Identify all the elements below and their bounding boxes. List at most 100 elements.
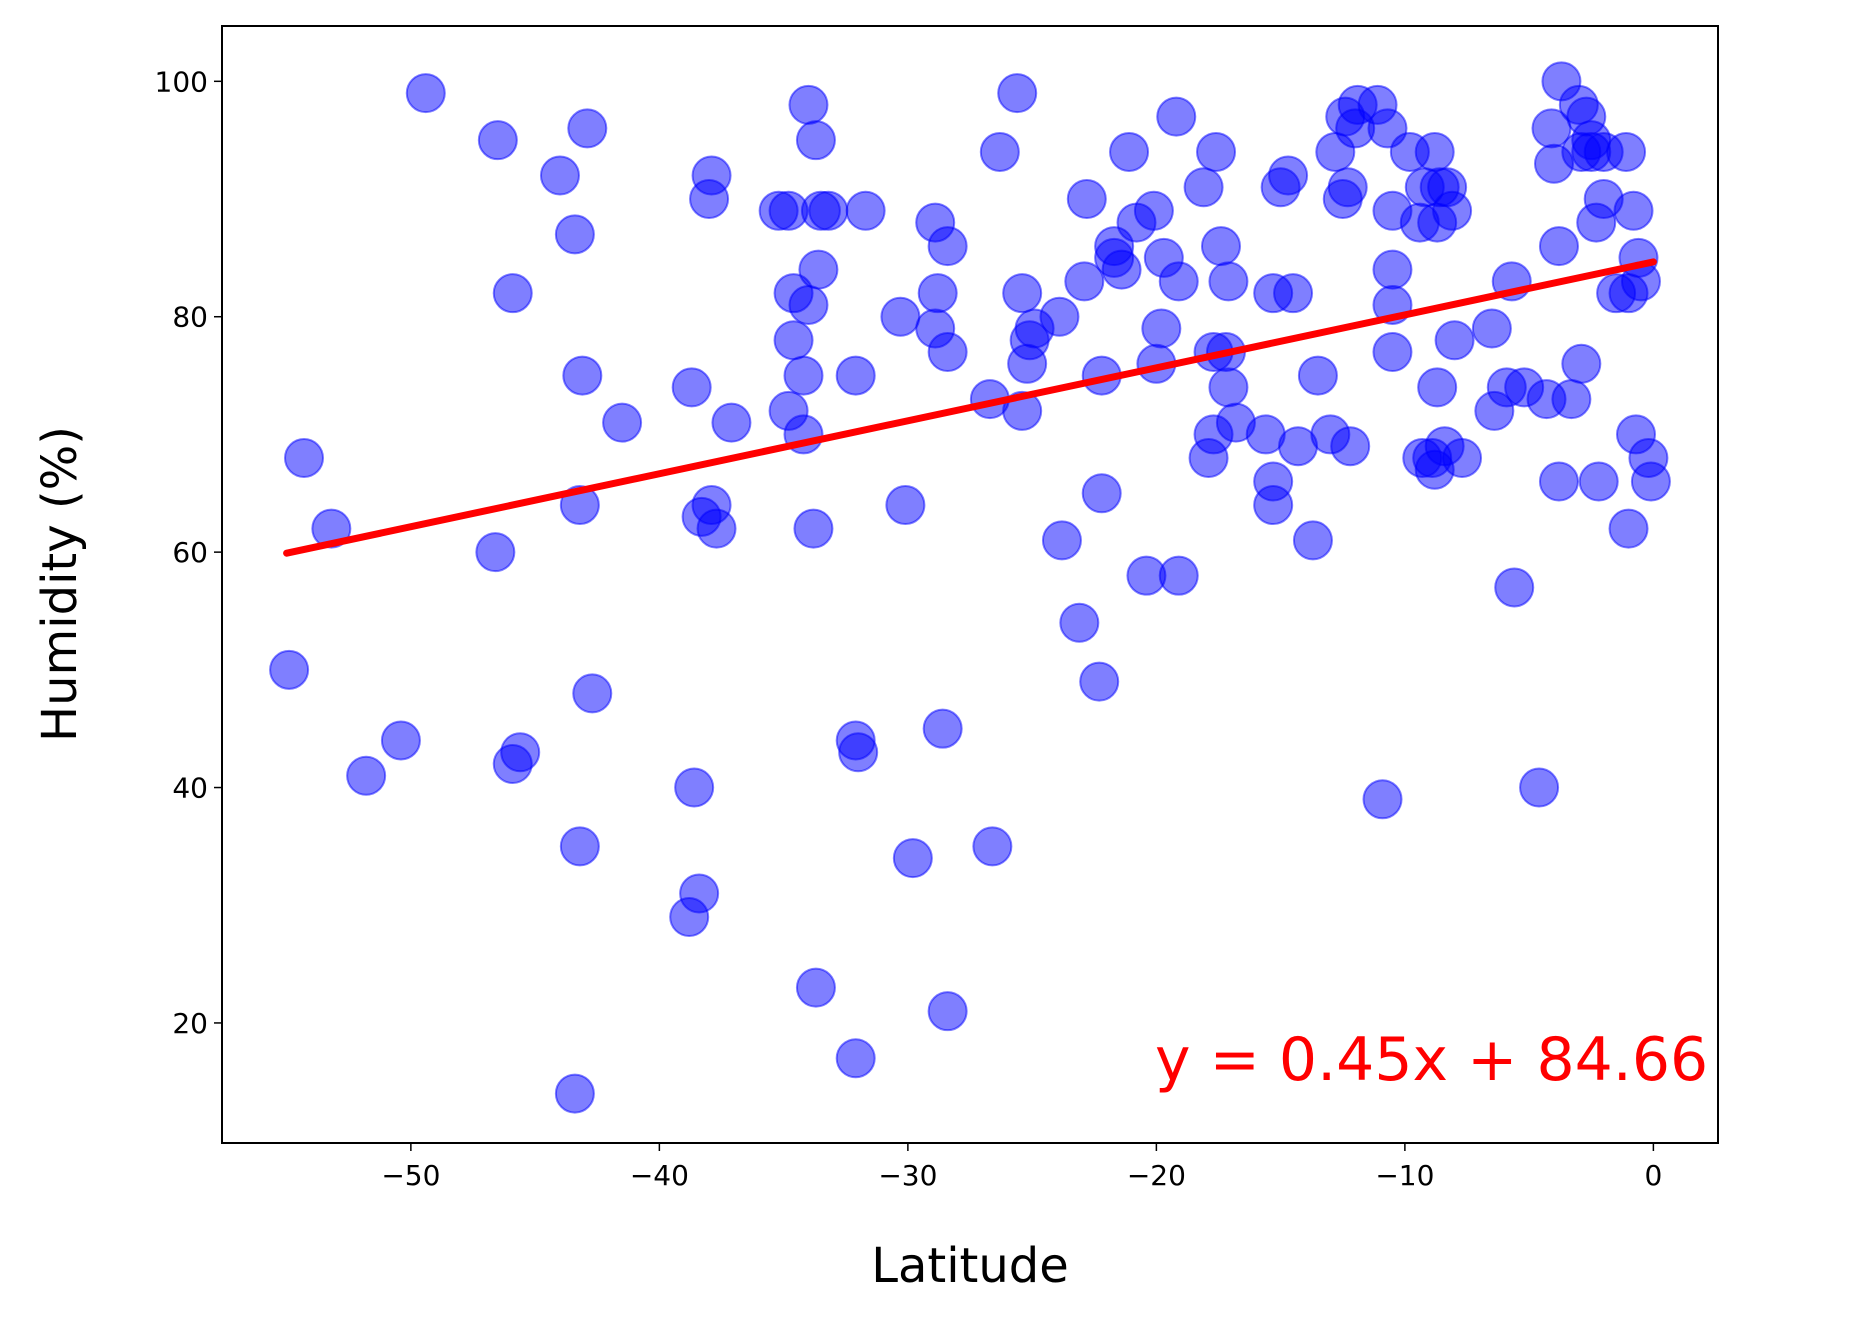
point — [795, 967, 836, 1008]
point — [1200, 226, 1241, 267]
point — [793, 508, 834, 549]
point — [1196, 131, 1237, 172]
plot-frame — [221, 25, 1719, 1144]
point — [1064, 261, 1105, 302]
point — [1273, 273, 1314, 314]
point — [1608, 508, 1649, 549]
point — [1109, 131, 1150, 172]
point — [1432, 190, 1473, 231]
point — [671, 367, 712, 408]
point — [1208, 261, 1249, 302]
point — [1253, 485, 1294, 526]
point — [1372, 249, 1413, 290]
point — [1606, 131, 1647, 172]
point — [1362, 779, 1403, 820]
point — [559, 826, 600, 867]
point — [567, 108, 608, 149]
point — [269, 649, 310, 690]
point — [1041, 520, 1082, 561]
point — [1538, 461, 1579, 502]
point — [1471, 308, 1512, 349]
x-axis-label: Latitude — [871, 1238, 1069, 1294]
point — [602, 402, 643, 443]
point — [1630, 461, 1671, 502]
x-tick-label: −20 — [1127, 1159, 1186, 1192]
point — [788, 284, 829, 325]
y-tick-label: 80 — [172, 301, 208, 334]
point — [927, 332, 968, 373]
point — [1519, 767, 1560, 808]
point — [1494, 567, 1535, 608]
point — [1183, 167, 1224, 208]
y-tick-label: 40 — [172, 772, 208, 805]
point — [917, 273, 958, 314]
point — [845, 190, 886, 231]
point — [1002, 273, 1043, 314]
x-tick-label: −50 — [381, 1159, 440, 1192]
point — [492, 273, 533, 314]
point — [835, 1038, 876, 1079]
point — [795, 120, 836, 161]
annotation: y = 0.45x + 84.66 — [1155, 1025, 1708, 1095]
point — [500, 732, 541, 773]
x-tick-label: −10 — [1375, 1159, 1434, 1192]
trendline — [283, 258, 1657, 557]
point — [477, 120, 518, 161]
point — [554, 1073, 595, 1114]
y-axis-label: Humidity (%) — [32, 426, 88, 742]
point — [346, 755, 387, 796]
point — [669, 897, 710, 938]
point — [972, 826, 1013, 867]
point — [1327, 167, 1368, 208]
x-tick-label: −30 — [878, 1159, 937, 1192]
point — [1066, 179, 1107, 220]
y-tick-label: 20 — [172, 1007, 208, 1040]
point — [554, 214, 595, 255]
point — [1292, 520, 1333, 561]
y-tick-label: 60 — [172, 536, 208, 569]
point — [979, 131, 1020, 172]
x-tick-label: 0 — [1644, 1159, 1662, 1192]
point — [808, 190, 849, 231]
point — [380, 720, 421, 761]
point — [1434, 320, 1475, 361]
point — [1561, 343, 1602, 384]
point — [1372, 332, 1413, 373]
point — [1059, 602, 1100, 643]
y-tick-label: 100 — [155, 65, 208, 98]
point — [997, 73, 1038, 114]
point — [1079, 661, 1120, 702]
point — [1613, 190, 1654, 231]
point — [927, 226, 968, 267]
point — [284, 437, 325, 478]
point — [1081, 473, 1122, 514]
point — [562, 355, 603, 396]
point — [711, 402, 752, 443]
point — [835, 355, 876, 396]
point — [798, 249, 839, 290]
point — [1156, 96, 1197, 137]
point — [1268, 155, 1309, 196]
point — [1297, 355, 1338, 396]
point — [1538, 226, 1579, 267]
point — [674, 767, 715, 808]
point — [572, 673, 613, 714]
point — [1039, 296, 1080, 337]
point — [539, 155, 580, 196]
point — [1417, 367, 1458, 408]
point — [788, 84, 829, 125]
point — [1442, 437, 1483, 478]
point — [892, 838, 933, 879]
point — [922, 708, 963, 749]
x-tick-label: −40 — [630, 1159, 689, 1192]
point — [1158, 261, 1199, 302]
point — [927, 991, 968, 1032]
point — [405, 73, 446, 114]
point — [1208, 367, 1249, 408]
point — [696, 508, 737, 549]
point — [880, 296, 921, 337]
point — [1133, 190, 1174, 231]
point — [1141, 308, 1182, 349]
point — [783, 355, 824, 396]
